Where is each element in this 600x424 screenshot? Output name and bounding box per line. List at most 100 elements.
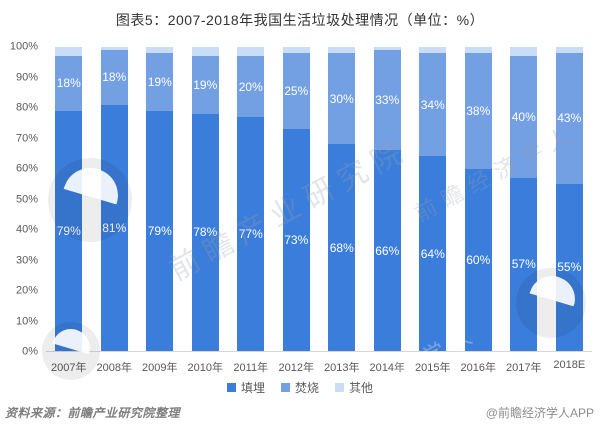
bar-value-label: 77%: [238, 226, 263, 241]
bar-segment: 55%: [555, 183, 583, 351]
bar-value-label: 55%: [557, 260, 582, 275]
stacked-bar: 38% 60%: [464, 47, 492, 351]
x-tick-label: 2011年: [233, 362, 269, 374]
bar-segment: 34%: [419, 53, 447, 157]
legend-swatch-icon: [280, 383, 290, 392]
bar-value-label: 40%: [511, 109, 536, 124]
bar-segment: 20%: [237, 56, 265, 117]
x-axis: 2007年 2008年 2009年 2010年 2011年 2012年 2013年 2014年…: [46, 359, 592, 375]
stacked-bar: 18% 81%: [100, 47, 128, 351]
bar-value-label: 79%: [147, 223, 172, 238]
bar-value-label: 60%: [466, 252, 491, 267]
bar-segment: 64%: [419, 156, 447, 351]
bar-segment: [55, 47, 83, 57]
y-axis: 0% 10% 20% 30% 40% 50% 60% 70% 80% 90% 100%: [2, 41, 42, 357]
stacked-bar: 18% 79%: [55, 47, 83, 351]
stacked-bar: 43% 55%: [555, 47, 583, 351]
bar-segment: [510, 47, 538, 57]
bar-segment: [282, 47, 310, 54]
x-tick-label: 2007年: [51, 362, 87, 374]
bar-slot: 38% 60%: [456, 47, 502, 351]
bar-value-label: 73%: [284, 233, 309, 248]
bar-slot: 18% 79%: [46, 47, 92, 351]
bar-segment: 79%: [146, 110, 174, 351]
x-tick-label: 2010年: [187, 362, 223, 374]
bar-segment: 81%: [100, 104, 128, 351]
bar-segment: 25%: [282, 53, 310, 130]
bar-slot: 34% 64%: [410, 47, 456, 351]
stacked-bar: 20% 77%: [237, 47, 265, 351]
bar-segment: 19%: [191, 56, 219, 114]
bar-value-label: 79%: [56, 223, 81, 238]
y-tick-label: 40%: [15, 223, 38, 236]
bar-slot: 40% 57%: [501, 47, 547, 351]
y-tick-label: 80%: [15, 101, 38, 114]
bar-value-label: 25%: [284, 84, 309, 99]
bar-value-label: 66%: [375, 243, 400, 258]
bar-segment: [146, 47, 174, 54]
bar-value-label: 78%: [193, 225, 218, 240]
y-tick-label: 70%: [15, 132, 38, 144]
bar-segment: 78%: [191, 113, 219, 351]
y-tick-label: 30%: [15, 254, 38, 266]
y-tick-label: 60%: [15, 162, 38, 175]
bar-value-label: 64%: [420, 246, 445, 261]
bar-segment: [191, 47, 219, 57]
bar-segment: [373, 47, 401, 51]
x-tick-label: 2013年: [324, 362, 360, 374]
bar-slot: 19% 78%: [183, 47, 229, 351]
bar-segment: 18%: [100, 50, 128, 105]
bar-segment: [555, 47, 583, 54]
legend-label: 焚烧: [294, 381, 319, 395]
legend-label: 填埋: [240, 381, 265, 395]
legend-item: 焚烧: [280, 379, 319, 396]
x-tick-label: 2009年: [142, 362, 178, 374]
bar-value-label: 18%: [56, 76, 81, 91]
bar-segment: [419, 47, 447, 54]
bar-segment: 18%: [55, 56, 83, 111]
bar-segment: 40%: [510, 56, 538, 178]
bar-segment: 43%: [555, 53, 583, 184]
bar-segment: 73%: [282, 129, 310, 351]
bar-segment: 66%: [373, 150, 401, 351]
bar-value-label: 19%: [193, 77, 218, 92]
bar-value-label: 33%: [375, 93, 400, 108]
bar-segment: 68%: [328, 144, 356, 351]
x-tick-label: 2017年: [506, 362, 542, 374]
bar-segment: 60%: [464, 168, 492, 351]
bar-slot: 25% 73%: [274, 47, 320, 351]
bar-segment: 33%: [373, 50, 401, 151]
legend-item: 其他: [335, 379, 373, 396]
footer: 资料来源：前瞻产业研究院整理 @前瞻经济学人APP: [0, 402, 600, 422]
x-tick-label: 2015年: [415, 362, 451, 374]
bar-segment: 57%: [510, 177, 538, 351]
bar-value-label: 30%: [329, 91, 354, 106]
source-note: 资料来源：前瞻产业研究院整理: [5, 406, 181, 420]
chart-title: 图表5：2007-2018年我国生活垃圾处理情况（单位：%）: [115, 12, 485, 28]
y-tick-label: 90%: [15, 71, 38, 83]
bar-value-label: 57%: [511, 257, 536, 272]
legend-swatch-icon: [226, 383, 236, 392]
bar-value-label: 20%: [238, 79, 263, 94]
bar-segment: 30%: [328, 53, 356, 145]
x-tick-label: 2014年: [369, 362, 405, 374]
stacked-bar: 19% 79%: [146, 47, 174, 351]
y-tick-label: 50%: [15, 193, 38, 205]
legend-swatch-icon: [335, 383, 344, 392]
legend-label: 其他: [349, 381, 374, 395]
stacked-bar: 33% 66%: [373, 47, 401, 351]
bar-value-label: 18%: [102, 70, 127, 85]
chart-area: 18% 79% 18% 81% 19% 79% 19% 78% 20% 77% 25% 73% 30% 6…: [46, 47, 592, 352]
bar-slot: 20% 77%: [228, 47, 274, 351]
y-tick-label: 100%: [9, 40, 38, 53]
bar-value-label: 43%: [557, 111, 582, 126]
stacked-bar: 19% 78%: [191, 47, 219, 351]
stacked-bar: 34% 64%: [419, 47, 447, 351]
stacked-bar: 30% 68%: [328, 47, 356, 351]
bar-segment: [464, 47, 492, 54]
x-tick-label: 2018E: [553, 359, 586, 371]
stacked-bar: 25% 73%: [282, 47, 310, 351]
bar-slot: 19% 79%: [137, 47, 183, 351]
y-tick-label: 20%: [15, 284, 38, 297]
